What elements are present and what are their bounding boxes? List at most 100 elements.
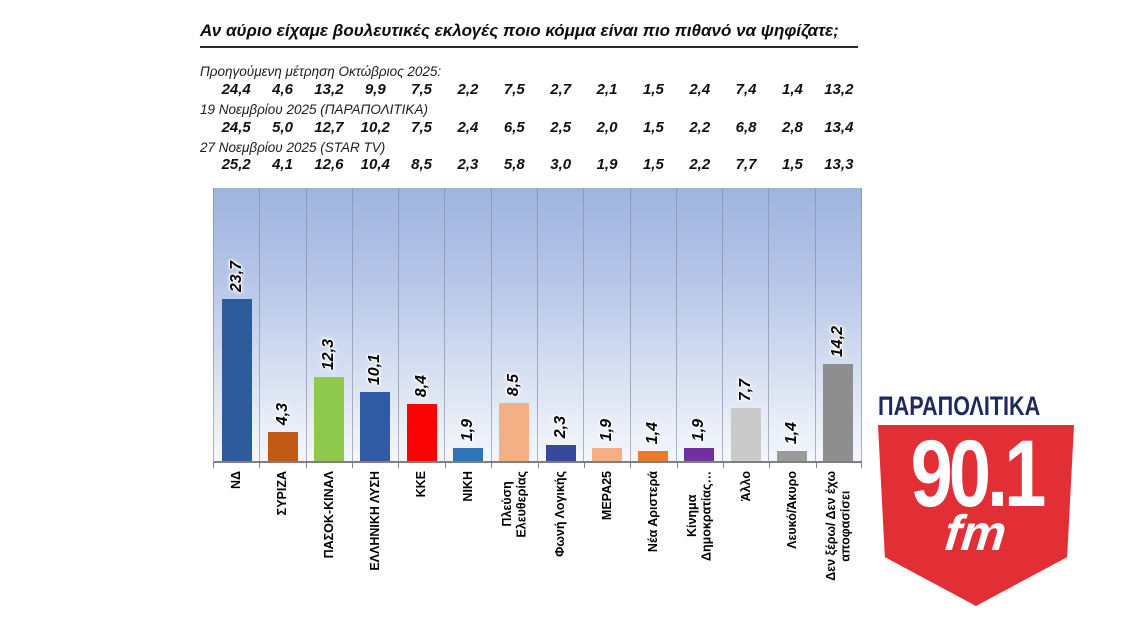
- axis-tick: [537, 463, 539, 468]
- history-value: 2,1: [596, 81, 618, 98]
- chart-column: 8,4: [399, 188, 446, 461]
- history-value: 1,5: [642, 156, 664, 173]
- history-value: 2,0: [596, 119, 618, 136]
- bar-value-label: 12,3: [320, 338, 338, 370]
- category-cell: ΝΔ: [213, 463, 259, 635]
- history-value: 1,5: [642, 119, 664, 136]
- history-value: 9,9: [364, 81, 386, 98]
- bar-value-label: 1,4: [644, 421, 662, 444]
- chart-column: 1,4: [769, 188, 816, 461]
- bar: [777, 451, 808, 461]
- category-cell: ΜΕΡΑ25: [584, 463, 630, 635]
- history-value: 12,6: [314, 156, 344, 173]
- bar: [823, 364, 854, 461]
- history-row-label-october: Προηγούμενη μέτρηση Οκτώβριος 2025:: [200, 64, 442, 79]
- bar-value-label: 1,4: [783, 421, 801, 444]
- axis-tick: [444, 463, 446, 468]
- category-label: Άλλο: [738, 471, 753, 502]
- axis-tick: [676, 463, 678, 468]
- history-value: 2,5: [550, 119, 572, 136]
- category-cell: Φωνή Λογικής: [538, 463, 584, 635]
- category-label: Πλεύση Ελευθερίας: [499, 471, 529, 538]
- bar: [638, 451, 669, 461]
- axis-tick: [305, 463, 307, 468]
- history-value: 12,7: [314, 119, 344, 136]
- history-value: 7,5: [411, 81, 433, 98]
- bar: [221, 299, 252, 461]
- history-value: 10,4: [360, 156, 390, 173]
- history-row-label-nov19: 19 Νοεμβρίου 2025 (ΠΑΡΑΠΟΛΙΤΙΚΑ): [200, 102, 428, 117]
- history-value: 13,3: [824, 156, 854, 173]
- category-label: ΕΛΛΗΝΙΚΗ ΛΥΣΗ: [368, 471, 382, 571]
- axis-tick: [769, 463, 771, 468]
- history-value: 5,8: [503, 156, 525, 173]
- chart-column: 23,7: [214, 188, 261, 461]
- history-value: 4,1: [272, 156, 293, 173]
- category-label: ΜΕΡΑ25: [599, 471, 614, 521]
- bar-value-label: 14,2: [829, 325, 847, 357]
- category-label: Φωνή Λογικής: [553, 471, 568, 557]
- history-value: 6,5: [503, 119, 525, 136]
- history-value: 24,4: [221, 81, 251, 98]
- history-value: 2,2: [689, 119, 711, 136]
- bar: [453, 448, 484, 461]
- category-cell: Πλεύση Ελευθερίας: [491, 463, 537, 635]
- category-cell: Άλλο: [723, 463, 769, 635]
- history-value: 13,2: [314, 81, 344, 98]
- axis-tick: [630, 463, 632, 468]
- history-value: 1,9: [596, 156, 618, 173]
- chart-column: 7,7: [723, 188, 770, 461]
- axis-tick: [722, 463, 724, 468]
- category-label: Λευκό/Άκυρο: [785, 471, 800, 549]
- parapolitika-logo: ΠΑΡΑΠΟΛΙΤΙΚΑ 90.1 fm: [878, 391, 1078, 606]
- history-value: 4,6: [272, 81, 293, 98]
- chart-column: 12,3: [307, 188, 353, 461]
- bar: [360, 392, 391, 461]
- history-value: 24,5: [221, 119, 251, 136]
- category-axis: ΝΔ ΣΥΡΙΖΑ ΠΑΣΟΚ-ΚΙΝΑΛ ΕΛΛΗΝΙΚΗ ΛΥΣΗ ΚΚΕ ΝΙΚΗ Π…: [213, 463, 862, 635]
- history-value: 2,4: [689, 81, 711, 98]
- history-value: 3,0: [550, 156, 572, 173]
- bar: [314, 377, 345, 461]
- logo-frequency-text: 90.1: [910, 421, 1046, 527]
- bar-value-label: 1,9: [690, 418, 708, 441]
- axis-tick: [861, 463, 862, 468]
- history-value: 2,3: [457, 156, 479, 173]
- axis-tick: [259, 463, 261, 468]
- axis-tick: [491, 463, 493, 468]
- chart-column: 2,3: [538, 188, 585, 461]
- bar-value-label: 1,9: [459, 418, 477, 441]
- bar: [545, 445, 576, 461]
- bar-value-label: 8,5: [505, 373, 523, 396]
- history-value: 2,8: [782, 119, 803, 136]
- bar-value-label: 8,4: [412, 374, 430, 397]
- logo-brand-text: ΠΑΡΑΠΟΛΙΤΙΚΑ: [878, 391, 1041, 421]
- category-cell: Κίνημα Δημοκρατίας…: [677, 463, 723, 635]
- history-value: 1,4: [782, 81, 803, 98]
- category-label: Κίνημα Δημοκρατίας…: [685, 471, 714, 562]
- bar: [267, 432, 298, 461]
- history-row-label-nov27: 27 Νοεμβρίου 2025 (STAR TV): [200, 140, 386, 155]
- chart-column: 10,1: [353, 188, 400, 461]
- chart-column: 1,9: [445, 188, 492, 461]
- category-cell: ΚΚΕ: [398, 463, 444, 635]
- bar: [406, 404, 437, 461]
- chart-column: 1,9: [584, 188, 631, 461]
- axis-tick: [815, 463, 817, 468]
- history-value: 6,8: [735, 119, 757, 136]
- history-value: 8,5: [411, 156, 433, 173]
- bar: [499, 403, 530, 461]
- history-value: 7,5: [411, 119, 433, 136]
- history-value: 7,7: [735, 156, 757, 173]
- bar: [591, 448, 622, 461]
- history-value: 2,7: [550, 81, 572, 98]
- category-cell: Νέα Αριστερά: [630, 463, 676, 635]
- category-cell: Δεν ξέρω/ Δεν έχω αποφασίσει: [816, 463, 862, 635]
- chart-column: 8,5: [492, 188, 538, 461]
- bar: [730, 408, 761, 461]
- bar: [684, 448, 715, 461]
- bar-value-label: 10,1: [366, 353, 384, 385]
- bar-value-label: 1,9: [597, 418, 615, 441]
- category-label: Δεν ξέρω/ Δεν έχω αποφασίσει: [824, 471, 853, 581]
